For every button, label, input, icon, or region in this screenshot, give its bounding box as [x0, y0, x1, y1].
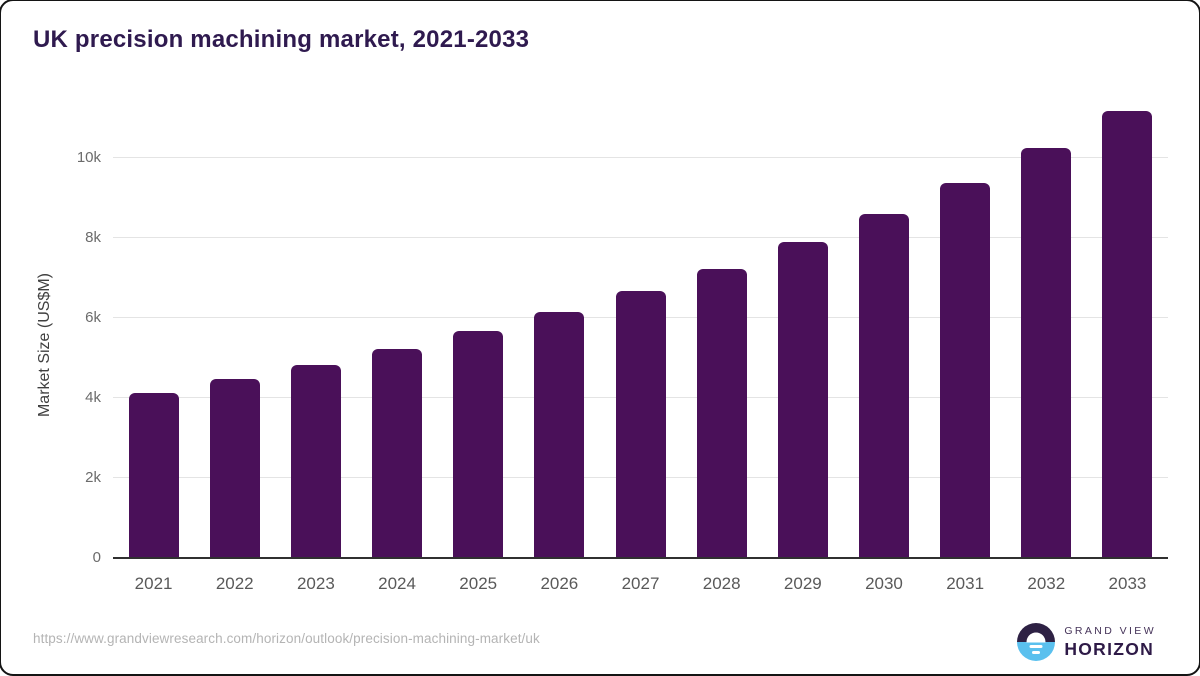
bar-column-2023: 2023	[275, 98, 356, 593]
x-tick-label-2024: 2024	[378, 574, 416, 593]
reflection-bar	[1032, 650, 1041, 654]
x-tick-label-2032: 2032	[1027, 574, 1066, 593]
x-tick-label-2030: 2030	[865, 574, 903, 593]
bar-2031	[940, 183, 991, 558]
x-tick-label-2025: 2025	[459, 574, 498, 593]
bar-2023	[290, 365, 341, 558]
gridline-8k	[113, 237, 1168, 238]
bar-column-2025: 2025	[438, 98, 519, 593]
horizon-sunrise-icon	[1017, 623, 1056, 661]
bar-2022	[209, 379, 260, 558]
y-tick-label-10k: 10k	[76, 149, 101, 166]
x-tick-label-2023: 2023	[296, 574, 335, 593]
x-tick-label-2028: 2028	[702, 574, 741, 593]
bar-series: 2021 2022 2023 2024 2025 2026 2027 2028 2029 2030…	[113, 98, 1168, 593]
bar-2032	[1021, 148, 1072, 558]
bar-column-2033: 2033	[1087, 98, 1168, 593]
bar-column-2027: 2027	[600, 98, 681, 593]
brand-name-top: GRAND VIEW	[1064, 624, 1156, 637]
x-tick-label-2027: 2027	[621, 574, 660, 593]
bar-2025	[453, 331, 504, 558]
source-url: https://www.grandviewresearch.com/horizo…	[33, 631, 540, 646]
bar-2026	[534, 312, 585, 558]
y-tick-label-4k: 4k	[85, 389, 101, 406]
bar-column-2022: 2022	[194, 98, 275, 593]
bar-column-2024: 2024	[356, 98, 437, 593]
x-tick-label-2031: 2031	[946, 574, 985, 593]
x-tick-label-2029: 2029	[783, 574, 822, 593]
bar-column-2032: 2032	[1006, 98, 1087, 593]
gridline-10k	[113, 157, 1168, 158]
brand-logo: GRAND VIEW HORIZON	[1017, 623, 1156, 661]
bar-2033	[1102, 111, 1153, 558]
brand-name-bottom: HORIZON	[1064, 638, 1155, 659]
bar-2030	[858, 214, 909, 558]
bar-column-2031: 2031	[925, 98, 1006, 593]
bar-2024	[372, 349, 423, 558]
bar-2021	[128, 393, 179, 558]
sun-shape	[1026, 632, 1046, 642]
bar-2027	[615, 291, 666, 558]
reflection-bar	[1029, 645, 1043, 648]
x-tick-label-2026: 2026	[540, 574, 579, 593]
chart-title: UK precision machining market, 2021-2033	[33, 26, 530, 53]
bar-column-2028: 2028	[681, 98, 762, 593]
bar-column-2026: 2026	[519, 98, 600, 593]
y-tick-label-0: 0	[92, 549, 101, 566]
plot-area: 2021 2022 2023 2024 2025 2026 2027 2028 2029 2030…	[77, 98, 1168, 593]
bar-column-2021: 2021	[113, 98, 194, 593]
x-axis-line	[113, 557, 1168, 559]
x-tick-label-2033: 2033	[1108, 574, 1147, 593]
y-tick-label-6k: 6k	[85, 309, 101, 326]
y-tick-label-8k: 8k	[85, 229, 101, 246]
x-tick-label-2021: 2021	[134, 574, 173, 593]
x-tick-label-2022: 2022	[215, 574, 254, 593]
bar-column-2030: 2030	[843, 98, 924, 593]
bar-2028	[696, 269, 747, 558]
y-tick-label-2k: 2k	[85, 469, 101, 486]
bar-2029	[777, 242, 828, 558]
brand-text: GRAND VIEW HORIZON	[1064, 625, 1156, 660]
bar-column-2029: 2029	[762, 98, 843, 593]
